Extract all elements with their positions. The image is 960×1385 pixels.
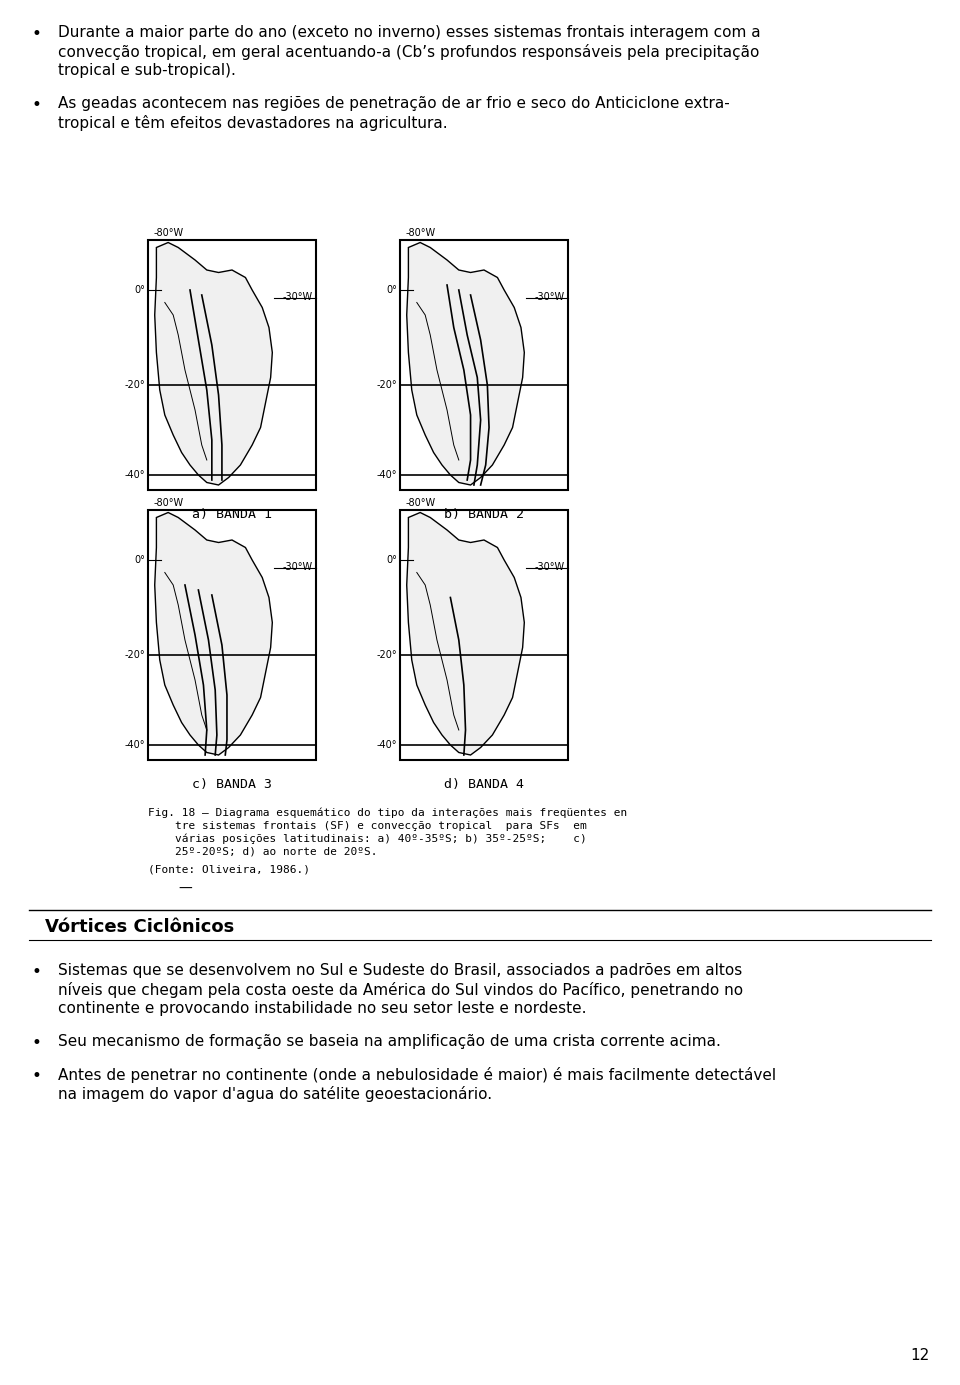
Text: •: • — [32, 96, 42, 114]
Text: tre sistemas frontais (SF) e convecção tropical  para SFs  em: tre sistemas frontais (SF) e convecção t… — [148, 821, 587, 831]
Text: Durante a maior parte do ano (exceto no inverno) esses sistemas frontais interag: Durante a maior parte do ano (exceto no … — [58, 25, 760, 40]
Polygon shape — [407, 242, 524, 485]
Bar — [400, 240, 568, 490]
Text: Vórtices Ciclônicos: Vórtices Ciclônicos — [45, 918, 234, 936]
Text: -30°W: -30°W — [535, 292, 564, 302]
Text: b) BANDA 2: b) BANDA 2 — [444, 508, 524, 521]
Text: continente e provocando instabilidade no seu setor leste e nordeste.: continente e provocando instabilidade no… — [58, 1001, 587, 1017]
Text: várias posições latitudinais: a) 40º-35ºS; b) 35º-25ºS;    c): várias posições latitudinais: a) 40º-35º… — [148, 834, 587, 845]
Text: -40°: -40° — [376, 470, 397, 481]
Polygon shape — [155, 512, 273, 755]
Text: -20°: -20° — [376, 379, 397, 391]
Text: -40°: -40° — [125, 470, 145, 481]
Text: 0°: 0° — [134, 555, 145, 565]
Bar — [400, 510, 568, 760]
Text: -40°: -40° — [125, 740, 145, 751]
Text: tropical e têm efeitos devastadores na agricultura.: tropical e têm efeitos devastadores na a… — [58, 115, 447, 132]
Text: Sistemas que se desenvolvem no Sul e Sudeste do Brasil, associados a padrões em : Sistemas que se desenvolvem no Sul e Sud… — [58, 963, 742, 978]
Text: -80°W: -80°W — [153, 229, 183, 238]
Text: (Fonte: Oliveira, 1986.): (Fonte: Oliveira, 1986.) — [148, 864, 310, 874]
Text: 25º-20ºS; d) ao norte de 20ºS.: 25º-20ºS; d) ao norte de 20ºS. — [148, 848, 377, 857]
Text: 12: 12 — [911, 1348, 930, 1363]
Text: •: • — [32, 1035, 42, 1053]
Text: c) BANDA 3: c) BANDA 3 — [192, 778, 272, 791]
Bar — [148, 240, 316, 490]
Text: -80°W: -80°W — [405, 229, 435, 238]
Text: Fig. 18 – Diagrama esquemático do tipo da interações mais freqüentes en: Fig. 18 – Diagrama esquemático do tipo d… — [148, 807, 627, 819]
Text: -30°W: -30°W — [282, 562, 313, 572]
Text: -40°: -40° — [376, 740, 397, 751]
Text: -20°: -20° — [125, 379, 145, 391]
Text: —: — — [178, 882, 192, 896]
Text: 0°: 0° — [134, 285, 145, 295]
Polygon shape — [155, 242, 273, 485]
Text: -30°W: -30°W — [535, 562, 564, 572]
Polygon shape — [407, 512, 524, 755]
Bar — [148, 510, 316, 760]
Text: Antes de penetrar no continente (onde a nebulosidade é maior) é mais facilmente : Antes de penetrar no continente (onde a … — [58, 1066, 776, 1083]
Text: d) BANDA 4: d) BANDA 4 — [444, 778, 524, 791]
Text: Seu mecanismo de formação se baseia na amplificação de uma crista corrente acima: Seu mecanismo de formação se baseia na a… — [58, 1035, 721, 1048]
Text: -30°W: -30°W — [282, 292, 313, 302]
Text: níveis que chegam pela costa oeste da América do Sul vindos do Pacífico, penetra: níveis que chegam pela costa oeste da Am… — [58, 982, 743, 999]
Text: -80°W: -80°W — [405, 499, 435, 508]
Text: na imagem do vapor d'agua do satélite geoestacionário.: na imagem do vapor d'agua do satélite ge… — [58, 1086, 492, 1102]
Text: As geadas acontecem nas regiões de penetração de ar frio e seco do Anticiclone e: As geadas acontecem nas regiões de penet… — [58, 96, 730, 111]
Text: tropical e sub-tropical).: tropical e sub-tropical). — [58, 62, 236, 78]
Text: -20°: -20° — [376, 650, 397, 661]
Text: •: • — [32, 1066, 42, 1084]
Text: -80°W: -80°W — [153, 499, 183, 508]
Text: •: • — [32, 25, 42, 43]
Text: -20°: -20° — [125, 650, 145, 661]
Text: a) BANDA 1: a) BANDA 1 — [192, 508, 272, 521]
Text: 0°: 0° — [386, 285, 397, 295]
Text: •: • — [32, 963, 42, 981]
Text: convecção tropical, em geral acentuando-a (Cb’s profundos responsáveis pela prec: convecção tropical, em geral acentuando-… — [58, 44, 759, 60]
Text: 0°: 0° — [386, 555, 397, 565]
